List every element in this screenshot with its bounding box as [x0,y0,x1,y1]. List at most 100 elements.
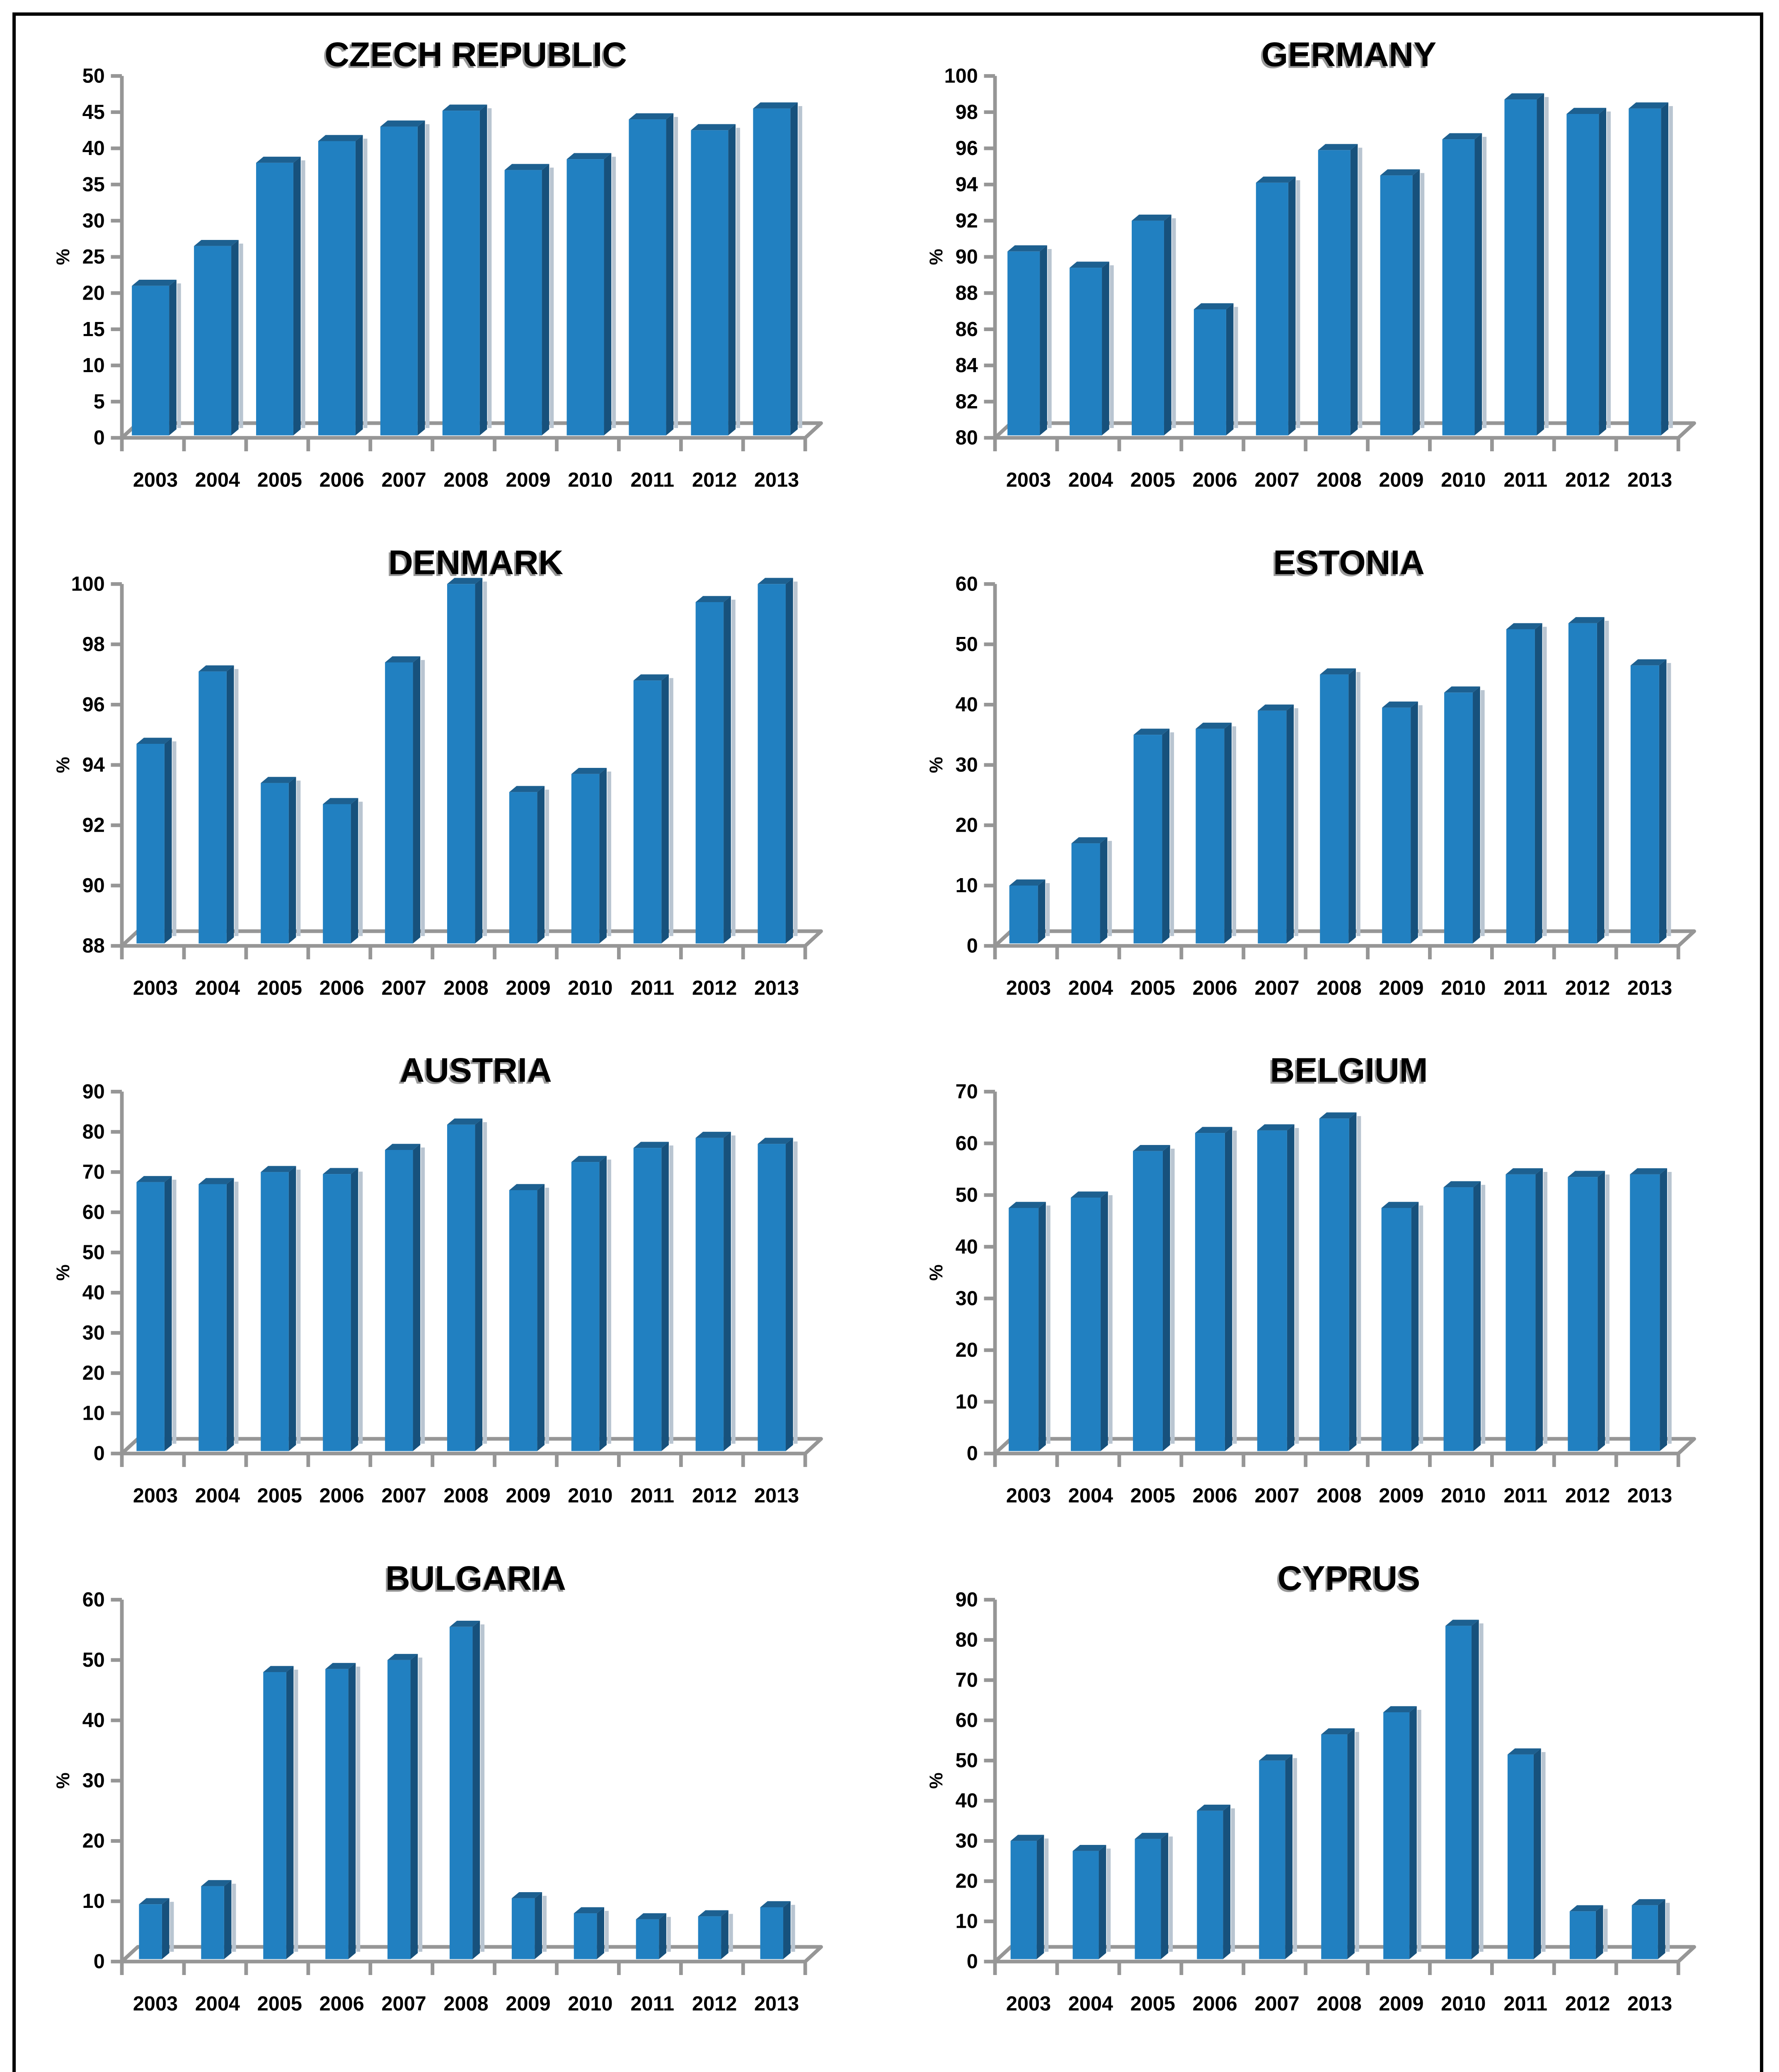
bar-front-face [1631,1905,1658,1959]
x-tick-label: 2008 [443,977,488,999]
x-tick-label: 2006 [1193,469,1237,491]
y-tick-label: 96 [956,137,978,160]
bar-2008 [1321,1728,1359,1959]
bar-shadow [1233,1130,1237,1444]
bar-2009 [1381,1202,1423,1451]
bar-shadow [731,599,736,936]
bar-2013 [1630,659,1671,944]
bar-side-face [1101,1191,1108,1451]
bar-top-face [1259,1754,1292,1760]
bar-top-face [571,1156,607,1162]
y-tick-label: 25 [82,246,105,268]
bar-2005 [263,1665,298,1959]
chart-cyprus: 0 10 20 30 40 50 60 70 80 90 2003 2004 2005 2006 2007 2… [924,1558,1731,2058]
bar-front-face [633,1148,662,1451]
x-tick-label: 2003 [1006,1992,1051,2015]
bar-2013 [1629,102,1673,436]
bar-shadow [1604,1908,1608,1952]
bar-front-face [447,1124,475,1451]
bar-shadow [172,1179,177,1444]
bar-shadow [1605,1174,1610,1444]
bar-shadow [1543,1172,1548,1444]
bar-top-face [566,153,612,160]
bar-2003 [1009,879,1050,944]
y-tick-label: 80 [956,1629,978,1651]
x-tick-label: 2004 [195,1485,240,1507]
chart-belgium: 0 10 20 30 40 50 60 70 2003 2004 2005 2006 2007 2008 2… [924,1050,1731,1550]
bar-shadow [1293,1757,1297,1952]
bar-side-face [162,1898,169,1959]
bar-side-face [1533,1748,1541,1959]
bar-top-face [1568,1171,1605,1177]
x-tick-label: 2011 [630,1485,674,1507]
bar-front-face [566,159,604,436]
bar-top-face [139,1898,169,1904]
x-tick-label: 2008 [1317,469,1361,491]
bar-top-face [1381,1202,1419,1208]
bar-side-face [1286,704,1294,944]
y-tick-label: 10 [956,1391,978,1413]
bar-front-face [1071,843,1100,944]
bar-front-face [509,792,537,944]
bar-side-face [224,1880,232,1959]
x-tick-label: 2008 [1317,977,1361,999]
bar-2008 [1319,1112,1361,1451]
bar-2007 [1259,1754,1297,1959]
bar-front-face [1010,1840,1037,1959]
bar-front-face [1132,220,1164,436]
bar-side-face [1411,1202,1419,1451]
bar-shadow [607,1159,611,1444]
bar-side-face [413,1144,421,1451]
x-tick-label: 2009 [506,977,550,999]
bar-side-face [1659,659,1667,944]
bar-top-face [194,240,239,246]
bar-front-face [198,671,227,944]
bar-2012 [695,1132,736,1451]
x-tick-label: 2013 [754,1485,799,1507]
bar-2004 [194,240,243,436]
bar-top-face [1321,1728,1355,1734]
x-tick-label: 2008 [443,1485,488,1507]
bar-top-face [1444,686,1480,692]
bar-side-face [1597,1171,1605,1451]
bar-side-face [542,164,549,436]
x-tick-label: 2011 [630,977,674,999]
x-tick-label: 2007 [381,1992,426,2015]
bar-front-face [1195,1133,1225,1451]
bar-top-face [1442,133,1482,140]
bar-front-face [256,162,293,436]
bar-side-face [1099,1844,1106,1959]
bar-2007 [380,120,430,436]
x-tick-label: 2011 [1503,469,1547,491]
bar-2009 [509,786,549,944]
bar-side-face [537,1184,545,1451]
y-tick-label: 15 [82,318,105,341]
x-tick-label: 2005 [1130,977,1175,999]
y-tick-label: 92 [956,210,978,232]
bar-side-face [164,1176,172,1451]
bar-2003 [136,737,177,944]
bar-2004 [1070,261,1114,436]
bar-chart: 0 10 20 30 40 50 60 70 2003 2004 2005 2006 2007 2008 2… [926,1051,1696,1507]
bar-2003 [1009,1202,1050,1451]
bar-2008 [449,1620,485,1959]
bar-front-face [1505,1174,1536,1451]
x-tick-label: 2007 [1254,1485,1299,1507]
bar-top-face [1631,1899,1665,1905]
x-tick-label: 2009 [1379,1992,1423,2015]
bar-side-face [597,1907,604,1959]
bar-2007 [385,1144,425,1451]
bar-2013 [1630,1168,1672,1451]
bar-shadow [1667,663,1671,936]
bar-shadow [1046,883,1050,936]
x-tick-label: 2008 [443,469,488,491]
bar-front-face [1258,710,1287,944]
bar-side-face [1287,1124,1295,1451]
bar-shadow [1358,148,1363,428]
bar-front-face [1566,114,1599,436]
bar-top-face [323,798,358,804]
bar-side-face [1162,728,1170,944]
bar-side-face [348,1663,356,1959]
bar-2013 [758,1138,798,1451]
bar-shadow [1482,137,1487,428]
